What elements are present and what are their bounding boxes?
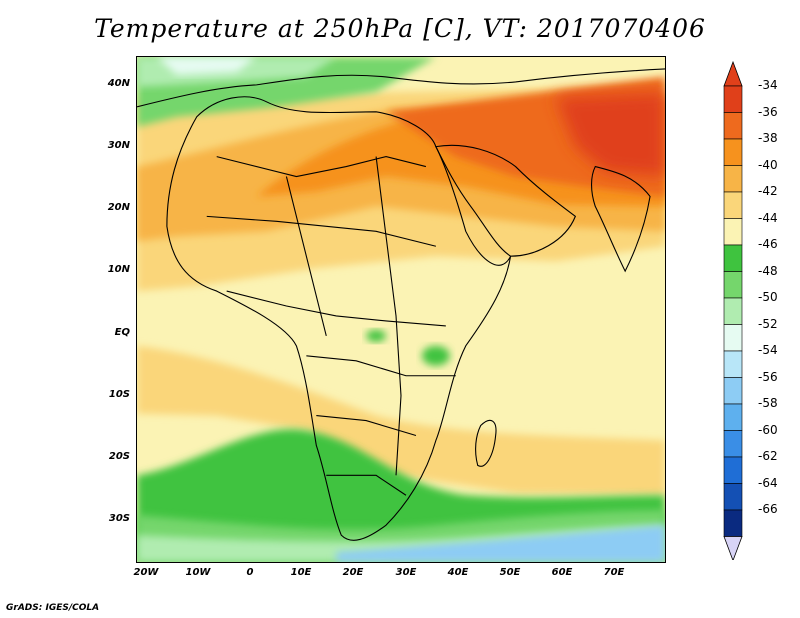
x-tick-label: 30E (395, 567, 417, 578)
x-tick-label: 20W (133, 567, 159, 578)
colorbar-box (723, 430, 743, 458)
colorbar-box (723, 350, 743, 378)
field-east-africa-spot (421, 345, 450, 366)
colorbar-label: -62 (758, 449, 778, 463)
y-tick-label: 10S (108, 389, 130, 400)
colorbar-box (723, 138, 743, 166)
colorbar-label: -50 (758, 290, 778, 304)
colorbar (723, 60, 743, 560)
y-tick-label: 10N (107, 264, 130, 275)
x-tick-label: 10E (290, 567, 312, 578)
colorbar-label: -44 (758, 210, 778, 225)
colorbar-label: -64 (758, 475, 778, 490)
colorbar-box (723, 85, 743, 113)
colorbar-label: -38 (758, 131, 778, 145)
colorbar-box (723, 377, 743, 405)
x-tick-label: 60E (551, 567, 573, 578)
colorbar-box (723, 403, 743, 431)
colorbar-box (723, 271, 743, 299)
field-minus-34 (555, 91, 665, 177)
colorbar-box (723, 324, 743, 352)
colorbar-label: -34 (758, 78, 778, 92)
colorbar-label: -54 (758, 343, 778, 357)
colorbar-top-arrow (723, 60, 743, 87)
colorbar-label: -66 (758, 502, 778, 516)
temperature-map (136, 56, 666, 563)
field-minus-42-south (137, 345, 665, 496)
colorbar-box (723, 191, 743, 219)
colorbar-box (723, 297, 743, 325)
colorbar-label: -60 (758, 422, 778, 437)
y-tick-label: 30S (108, 513, 130, 524)
x-tick-label: 10W (185, 567, 211, 578)
field-north-cyan (156, 57, 257, 75)
colorbar-label: -42 (758, 184, 778, 198)
y-tick-label: EQ (114, 327, 130, 338)
colorbar-box (723, 244, 743, 272)
colorbar-label: -36 (758, 104, 778, 119)
colorbar-label: -56 (758, 369, 778, 384)
x-tick-label: 70E (603, 567, 625, 578)
colorbar-label: -46 (758, 237, 778, 251)
field-east-africa-spot-2 (366, 329, 387, 342)
colorbar-label: -52 (758, 316, 778, 331)
y-tick-label: 20N (107, 202, 130, 213)
chart-title: Temperature at 250hPa [C], VT: 201707040… (94, 14, 706, 43)
colorbar-boxes (723, 60, 743, 560)
colorbar-label: -40 (758, 157, 778, 172)
colorbar-label: -58 (758, 396, 778, 410)
y-tick-label: 30N (107, 140, 130, 151)
x-tick-label: 40E (447, 567, 469, 578)
footer-credit: GrADS: IGES/COLA (6, 603, 100, 613)
colorbar-box (723, 218, 743, 246)
colorbar-box (723, 509, 743, 537)
y-tick-label: 20S (108, 451, 130, 462)
x-tick-label: 20E (342, 567, 364, 578)
field-minus-54-south (336, 525, 665, 562)
colorbar-box (723, 112, 743, 140)
colorbar-bottom-arrow (723, 536, 743, 560)
colorbar-box (723, 165, 743, 193)
y-tick-label: 40N (107, 78, 130, 89)
colorbar-box (723, 483, 743, 511)
colorbar-box (723, 456, 743, 484)
x-tick-label: 0 (246, 567, 254, 578)
coastlines (137, 68, 665, 541)
x-tick-label: 50E (499, 567, 521, 578)
colorbar-label: -48 (758, 263, 778, 278)
